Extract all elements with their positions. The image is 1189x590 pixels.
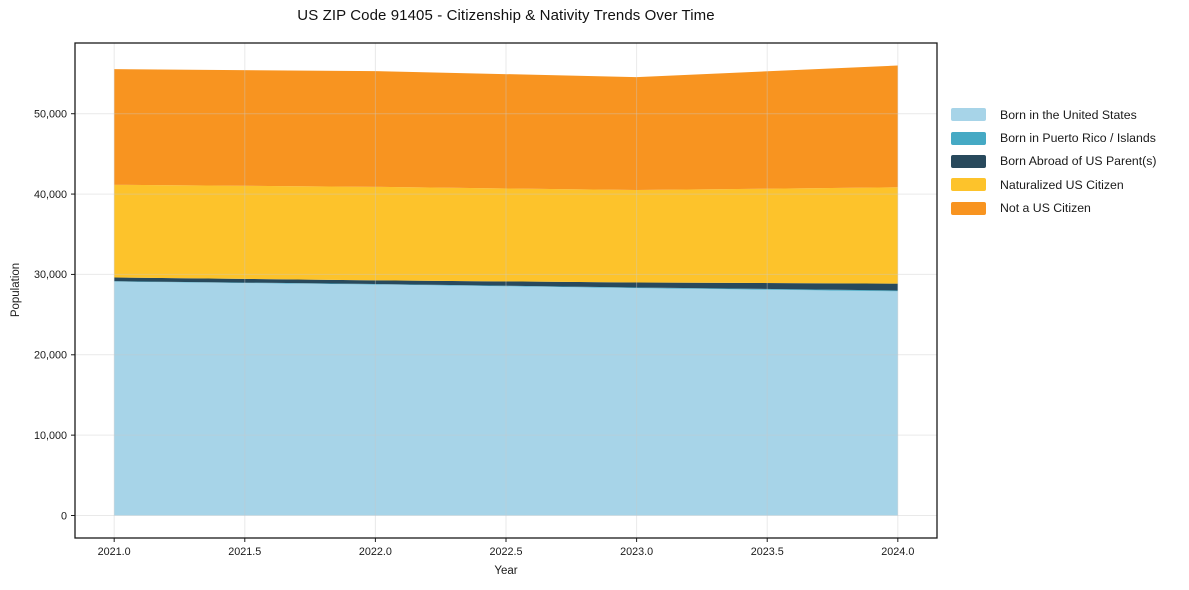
legend-item: Born in Puerto Rico / Islands bbox=[951, 126, 1157, 149]
legend-swatch bbox=[951, 108, 986, 122]
y-tick-label: 20,000 bbox=[34, 350, 67, 362]
legend-label: Not a US Citizen bbox=[1000, 201, 1091, 216]
axis-ticks: 2021.0 2021.5 2022.0 2022.5 2023.0 2023.5 2024… bbox=[34, 109, 914, 558]
x-tick-label: 2023.0 bbox=[620, 546, 653, 558]
x-tick-label: 2021.0 bbox=[98, 546, 131, 558]
legend-label: Born in the United States bbox=[1000, 107, 1137, 122]
chart-title: US ZIP Code 91405 - Citizenship & Nativi… bbox=[297, 7, 715, 24]
y-tick-label: 50,000 bbox=[34, 109, 67, 121]
legend-item: Not a US Citizen bbox=[951, 197, 1157, 220]
x-axis-label: Year bbox=[494, 565, 518, 577]
legend-item: Naturalized US Citizen bbox=[951, 173, 1157, 196]
area-series-4 bbox=[114, 65, 898, 191]
legend-label: Born Abroad of US Parent(s) bbox=[1000, 154, 1157, 169]
area-series-1 bbox=[114, 281, 898, 292]
legend-swatch bbox=[951, 201, 986, 215]
area-series-3 bbox=[114, 184, 898, 284]
y-tick-label: 40,000 bbox=[34, 189, 67, 201]
y-axis-label: Population bbox=[10, 262, 22, 318]
legend-swatch bbox=[951, 178, 986, 192]
legend-swatch bbox=[951, 154, 986, 168]
area-series-group bbox=[114, 65, 898, 516]
y-tick-label: 10,000 bbox=[34, 430, 67, 442]
x-tick-label: 2023.5 bbox=[751, 546, 784, 558]
y-tick-label: 30,000 bbox=[34, 269, 67, 281]
x-tick-label: 2022.5 bbox=[489, 546, 522, 558]
x-tick-label: 2021.5 bbox=[228, 546, 261, 558]
legend-item: Born Abroad of US Parent(s) bbox=[951, 150, 1157, 173]
legend-label: Born in Puerto Rico / Islands bbox=[1000, 131, 1156, 146]
legend-item: Born in the United States bbox=[951, 103, 1157, 126]
area-series-0 bbox=[114, 281, 898, 516]
x-tick-label: 2022.0 bbox=[359, 546, 392, 558]
chart-legend: Born in the United States Born in Puerto … bbox=[951, 103, 1157, 220]
area-series-2 bbox=[114, 277, 898, 291]
x-tick-label: 2024.0 bbox=[881, 546, 914, 558]
legend-label: Naturalized US Citizen bbox=[1000, 177, 1124, 192]
gridlines bbox=[75, 43, 937, 538]
legend-swatch bbox=[951, 131, 986, 145]
y-tick-label: 0 bbox=[61, 510, 67, 522]
